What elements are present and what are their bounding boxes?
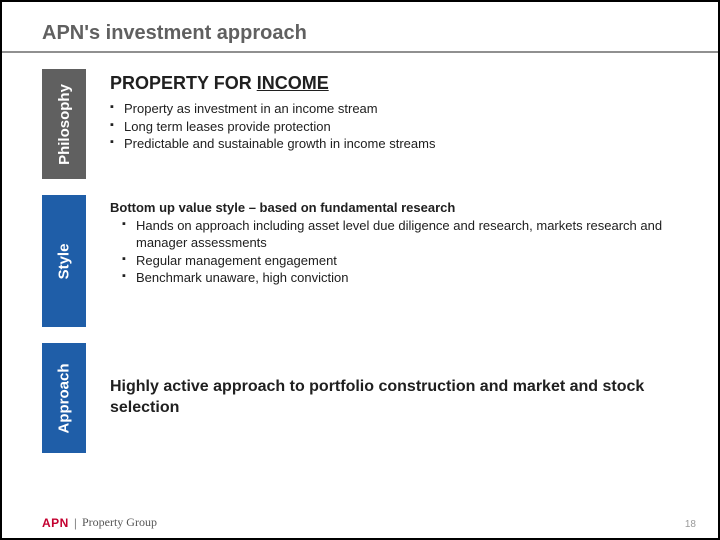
bullet-item: Property as investment in an income stre… [110, 100, 668, 118]
logo-apn: APN [42, 516, 69, 530]
slide-footer: APN | Property Group 18 [2, 515, 718, 530]
bullet-item: Benchmark unaware, high conviction [110, 269, 668, 287]
footer-logo: APN | Property Group [42, 515, 157, 530]
label-box-style: Style [42, 195, 86, 327]
philosophy-heading: PROPERTY FOR INCOME [110, 73, 668, 94]
bullet-item: Predictable and sustainable growth in in… [110, 135, 668, 153]
philosophy-bullets: Property as investment in an income stre… [110, 100, 668, 153]
label-style: Style [55, 243, 72, 279]
section-approach: Approach Highly active approach to portf… [42, 343, 678, 453]
bullet-item: Long term leases provide protection [110, 118, 668, 136]
slide: APN's investment approach Philosophy PRO… [2, 2, 718, 538]
section-philosophy: Philosophy PROPERTY FOR INCOME Property … [42, 69, 678, 179]
heading-underlined: INCOME [257, 73, 329, 93]
label-box-philosophy: Philosophy [42, 69, 86, 179]
section-body-style: Bottom up value style – based on fundame… [86, 195, 678, 327]
bullet-item: Regular management engagement [110, 252, 668, 270]
section-body-approach: Highly active approach to portfolio cons… [86, 343, 678, 453]
logo-separator: | [74, 516, 77, 530]
heading-text: PROPERTY FOR [110, 73, 257, 93]
logo-group: Property Group [82, 515, 157, 530]
section-body-philosophy: PROPERTY FOR INCOME Property as investme… [86, 69, 678, 179]
style-bullets: Hands on approach including asset level … [110, 217, 668, 287]
slide-content: Philosophy PROPERTY FOR INCOME Property … [2, 53, 718, 453]
style-intro: Bottom up value style – based on fundame… [110, 199, 668, 217]
label-approach: Approach [56, 363, 73, 433]
bullet-item: Hands on approach including asset level … [110, 217, 668, 252]
page-number: 18 [685, 519, 696, 530]
slide-header: APN's investment approach [2, 2, 718, 51]
label-philosophy: Philosophy [56, 84, 73, 165]
section-style: Style Bottom up value style – based on f… [42, 195, 678, 327]
slide-title: APN's investment approach [42, 22, 718, 45]
approach-text: Highly active approach to portfolio cons… [110, 377, 668, 419]
label-box-approach: Approach [42, 343, 86, 453]
